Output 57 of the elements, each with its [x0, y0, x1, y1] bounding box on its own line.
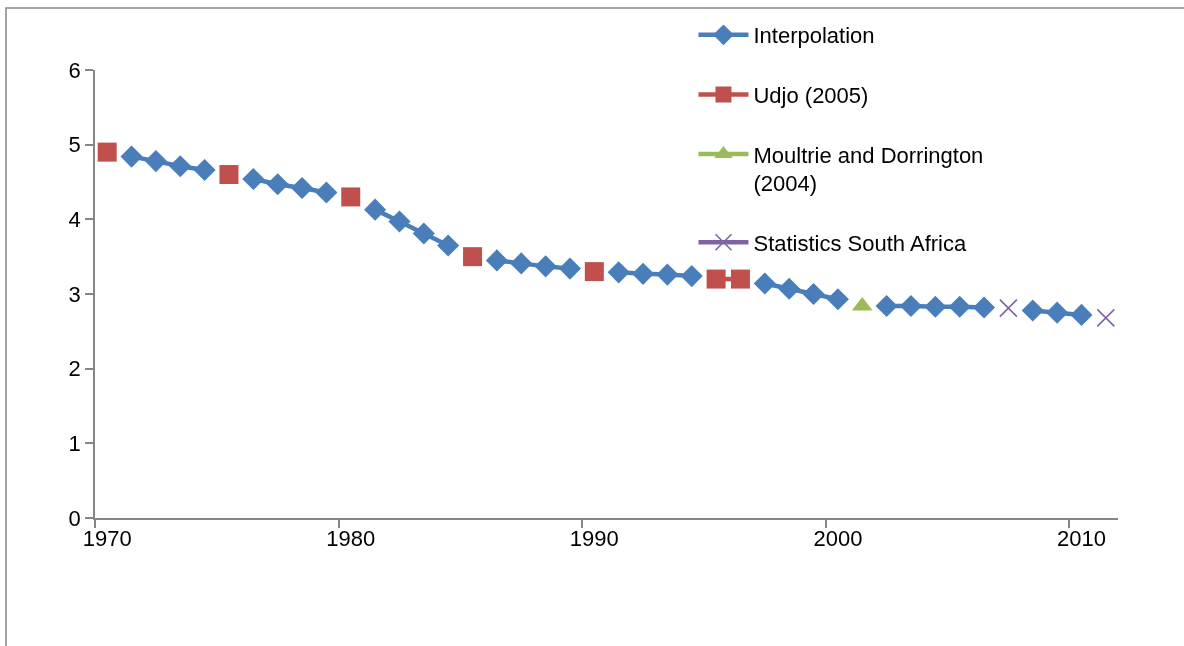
y-tick-label: 1 — [68, 431, 81, 457]
point — [753, 272, 776, 295]
point — [412, 222, 435, 245]
legend-label: Interpolation — [753, 23, 875, 49]
point — [924, 295, 947, 318]
y-tick-label: 2 — [68, 356, 81, 382]
point — [972, 296, 996, 319]
y-tick-label: 6 — [68, 57, 81, 83]
point — [290, 176, 314, 200]
x-tick-label: 2010 — [1056, 526, 1106, 552]
point — [341, 187, 361, 207]
point — [899, 294, 923, 317]
point — [778, 277, 801, 300]
point — [193, 159, 216, 182]
point — [607, 261, 630, 284]
point — [242, 167, 265, 191]
point — [364, 198, 387, 221]
y-tick-label: 4 — [68, 207, 81, 233]
point — [584, 262, 604, 282]
x-tick-label: 2000 — [813, 526, 863, 552]
point — [706, 269, 726, 289]
y-tick-label: 5 — [68, 132, 81, 158]
point — [219, 165, 239, 185]
legend-label: Statistics South Africa — [753, 230, 967, 256]
point — [1046, 301, 1069, 324]
point — [169, 155, 192, 178]
point — [875, 294, 898, 317]
point — [534, 255, 557, 278]
point — [1070, 303, 1093, 326]
point — [97, 142, 117, 162]
point — [437, 234, 460, 257]
point — [144, 150, 167, 173]
point — [802, 282, 825, 306]
point — [388, 210, 411, 233]
point — [510, 252, 533, 275]
x-tick-label: 1990 — [569, 526, 619, 552]
y-tick-label: 0 — [68, 505, 81, 531]
point — [315, 181, 338, 204]
point — [485, 249, 508, 272]
x-tick-label: 1980 — [326, 526, 376, 552]
point — [999, 298, 1018, 318]
point — [826, 288, 849, 311]
point — [463, 247, 483, 267]
point — [948, 295, 971, 318]
point — [120, 145, 143, 168]
point — [558, 257, 582, 280]
y-tick-label: 3 — [68, 281, 81, 307]
point — [1021, 299, 1044, 322]
point — [631, 262, 655, 285]
point — [1096, 308, 1116, 328]
legend-label: Udjo (2005) — [753, 82, 869, 108]
point — [730, 269, 750, 289]
x-tick-label: 1970 — [82, 526, 132, 552]
legend-label: Moultrie and Dorrington (2004) — [753, 142, 984, 197]
point — [656, 263, 679, 286]
point — [680, 265, 703, 288]
point — [266, 173, 289, 196]
